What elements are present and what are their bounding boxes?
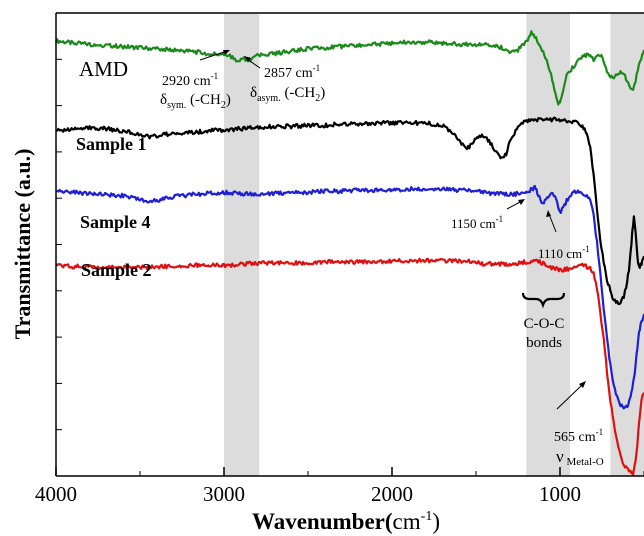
shaded-band-2	[526, 13, 571, 476]
annotation-2920-value: 2920 cm	[162, 74, 211, 89]
annotation-coc-line1: C-O-C	[524, 316, 565, 332]
annotation-2857: 2857 cm-1 δasym. (-CH2)	[244, 56, 325, 104]
annotation-2857-sub: asym.	[257, 93, 281, 104]
annotation-565-nu: ν	[556, 447, 564, 466]
arrow-2857	[246, 58, 261, 69]
annotation-2920-group: (-CH	[186, 92, 221, 108]
x-axis-label-unit: cm	[393, 509, 421, 534]
svg-text:1150 cm-1: 1150 cm-1	[451, 214, 503, 231]
x-tick-label-3000: 3000	[203, 482, 245, 506]
svg-text:Wavenumber(cm-1): Wavenumber(cm-1)	[252, 509, 440, 534]
annotation-2920-sup: -1	[211, 71, 219, 81]
annotation-1110-value: 1110 cm	[538, 246, 582, 261]
arrow-2920	[199, 50, 228, 61]
svg-text:2920 cm-1: 2920 cm-1	[162, 71, 218, 89]
y-minor-ticks	[56, 58, 62, 431]
curly-brace-icon	[521, 292, 566, 309]
svg-text:δsym. (-CH2): δsym. (-CH2)	[160, 92, 231, 111]
annotation-1150-value: 1150 cm	[451, 216, 496, 231]
y-axis-label: Transmittance (a.u.)	[10, 149, 35, 340]
arrow-565	[556, 384, 583, 410]
annotation-1150-sup: -1	[496, 214, 504, 224]
label-sample-2: Sample 2	[81, 260, 152, 280]
annotation-coc-line2: bonds	[526, 335, 562, 351]
series-line-sample-2	[55, 257, 644, 476]
arrowhead-2857-icon	[244, 56, 251, 62]
arrow-1110	[548, 213, 557, 233]
series-line-sample-1	[55, 116, 644, 306]
annotation-2920: 2920 cm-1 δsym. (-CH2)	[160, 50, 231, 111]
annotation-1110: 1110 cm-1	[538, 210, 590, 261]
annotation-565: 565 cm-1 ν Metal-O	[554, 381, 604, 468]
shaded-bands	[224, 13, 644, 476]
annotation-1110-sup: -1	[582, 244, 590, 254]
svg-text:565 cm-1: 565 cm-1	[554, 427, 603, 445]
label-sample-4: Sample 4	[80, 212, 151, 232]
x-tick-label-4000: 4000	[35, 482, 77, 506]
label-amd: AMD	[79, 57, 128, 81]
annotation-2857-group-sub: 2	[315, 93, 320, 104]
annotation-2920-group-close: )	[226, 92, 231, 108]
annotation-2857-value: 2857 cm	[264, 66, 313, 81]
arrowhead-2920-icon	[223, 50, 230, 55]
annotation-1150: 1150 cm-1	[451, 199, 525, 231]
x-tick-label-2000: 2000	[371, 482, 413, 506]
annotation-565-sup: -1	[596, 427, 604, 437]
label-sample-1: Sample 1	[76, 134, 147, 154]
x-ticks: 4000 3000 2000 1000	[35, 467, 644, 506]
series-line-sample-4	[55, 184, 644, 410]
annotation-2920-group-sub: 2	[221, 100, 226, 111]
annotation-2857-delta: δ	[250, 85, 257, 101]
svg-text:ν Metal-O: ν Metal-O	[556, 447, 604, 468]
svg-text:δasym. (-CH2): δasym. (-CH2)	[250, 85, 325, 104]
x-axis-label-sup: -1	[421, 509, 433, 524]
annotation-565-sub: Metal-O	[564, 456, 604, 468]
annotation-2920-sub: sym.	[167, 100, 186, 111]
series-group	[54, 30, 644, 476]
x-axis-label: Wavenumber(	[252, 509, 393, 534]
x-tick-label-1000: 1000	[539, 482, 581, 506]
annotation-565-value: 565 cm	[554, 430, 596, 445]
arrowhead-1150-icon	[518, 199, 525, 205]
arrowhead-565-icon	[579, 381, 586, 388]
x-axis-label-close: )	[432, 509, 440, 534]
svg-text:1110 cm-1: 1110 cm-1	[538, 244, 590, 261]
shaded-band-1	[224, 13, 260, 476]
shaded-band-3	[610, 13, 644, 476]
annotation-2920-delta: δ	[160, 92, 167, 108]
annotation-2857-sup: -1	[313, 63, 321, 73]
annotation-2857-group: (-CH	[281, 85, 316, 101]
annotation-2857-group-close: )	[320, 85, 325, 101]
annotation-coc: C-O-C bonds	[521, 292, 566, 351]
series-line-amd	[54, 30, 644, 106]
svg-text:2857 cm-1: 2857 cm-1	[264, 63, 320, 81]
arrowhead-1110-icon	[546, 210, 551, 217]
